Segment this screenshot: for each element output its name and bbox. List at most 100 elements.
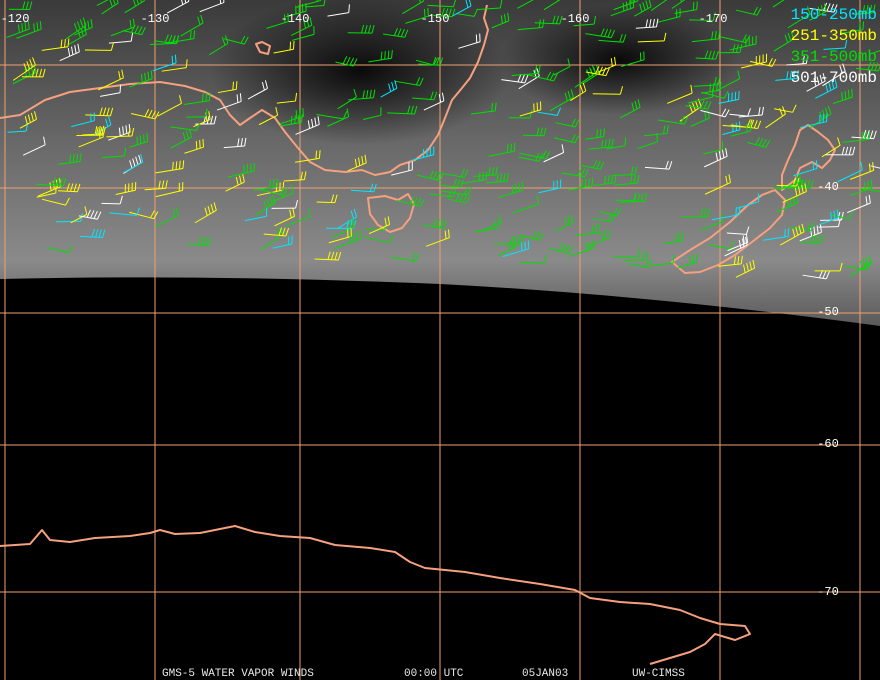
barb-flag bbox=[798, 225, 802, 234]
barb-flag bbox=[205, 92, 208, 102]
barb-shaft bbox=[327, 12, 349, 17]
barb-flag bbox=[634, 100, 638, 110]
barb-flag bbox=[131, 24, 136, 33]
barb-flag bbox=[799, 179, 804, 188]
barb-flag bbox=[207, 205, 211, 215]
barb-flag bbox=[649, 19, 652, 28]
barb-shaft bbox=[402, 0, 424, 15]
barb-flag bbox=[208, 111, 211, 120]
barb-flag bbox=[224, 35, 229, 44]
barb-flag bbox=[67, 38, 70, 47]
wind-barb bbox=[666, 84, 693, 104]
barb-shaft bbox=[368, 224, 390, 235]
wind-barb bbox=[296, 0, 322, 8]
wind-barb bbox=[144, 180, 168, 191]
wind-barb bbox=[440, 178, 464, 188]
barb-flag bbox=[611, 174, 613, 184]
barb-flag bbox=[201, 237, 205, 246]
barb-flag bbox=[633, 193, 637, 202]
barb-flag bbox=[429, 170, 435, 179]
barb-shaft bbox=[656, 16, 681, 23]
wind-barb bbox=[170, 122, 201, 132]
barb-flag bbox=[137, 26, 143, 35]
barb-flag bbox=[704, 50, 709, 59]
barb-flag bbox=[721, 149, 725, 158]
barb-flag bbox=[330, 251, 335, 260]
barb-flag bbox=[59, 177, 63, 187]
barb-flag bbox=[611, 138, 614, 148]
barb-flag bbox=[690, 84, 693, 94]
wind-barb bbox=[216, 93, 242, 111]
barb-flag bbox=[630, 0, 632, 4]
barb-flag bbox=[140, 74, 143, 83]
legend-entry: 501-700mb bbox=[791, 69, 877, 87]
wind-barb bbox=[782, 183, 807, 203]
barb-flag bbox=[592, 160, 598, 169]
barb-flag bbox=[819, 74, 823, 84]
wind-barb bbox=[279, 108, 304, 125]
longitude-label: -150 bbox=[421, 12, 450, 26]
wind-barb bbox=[497, 238, 517, 256]
barb-flag bbox=[175, 35, 180, 44]
wind-barb bbox=[619, 99, 641, 119]
wind-barb bbox=[819, 209, 839, 226]
barb-flag bbox=[619, 33, 623, 43]
barb-flag bbox=[750, 119, 755, 128]
barb-flag bbox=[196, 122, 201, 131]
footer-product: GMS-5 WATER VAPOR WINDS bbox=[162, 668, 314, 680]
longitude-label: -170 bbox=[699, 12, 728, 26]
barb-flag bbox=[49, 182, 52, 191]
wind-barb bbox=[347, 24, 375, 34]
barb-flag bbox=[789, 70, 792, 80]
barb-flag bbox=[860, 161, 863, 171]
wind-barb bbox=[799, 234, 824, 244]
barb-flag bbox=[188, 128, 192, 138]
wind-barb bbox=[161, 59, 188, 72]
barb-shaft bbox=[348, 97, 374, 101]
wind-barb bbox=[874, 50, 880, 54]
barb-flag bbox=[23, 63, 28, 72]
wind-barb bbox=[327, 4, 350, 17]
barb-flag bbox=[825, 83, 829, 93]
barb-flag bbox=[79, 153, 82, 162]
barb-shaft bbox=[123, 161, 143, 173]
barb-shaft bbox=[637, 40, 665, 43]
barb-flag bbox=[771, 58, 777, 67]
barb-shaft bbox=[337, 216, 357, 229]
barb-flag bbox=[514, 238, 517, 247]
barb-shaft bbox=[518, 75, 540, 90]
barb-flag bbox=[30, 112, 34, 122]
wind-barb bbox=[8, 1, 33, 11]
barb-flag bbox=[416, 197, 422, 206]
barb-flag bbox=[584, 169, 589, 178]
barb-shaft bbox=[610, 7, 634, 17]
wind-barb bbox=[833, 88, 853, 104]
barb-flag bbox=[796, 70, 799, 79]
barb-flag bbox=[275, 107, 279, 116]
barb-flag bbox=[358, 157, 361, 166]
wind-barb bbox=[390, 252, 420, 262]
wind-barb bbox=[593, 174, 617, 187]
barb-shaft bbox=[36, 183, 64, 187]
wind-barb bbox=[276, 92, 298, 104]
barb-flag bbox=[387, 50, 390, 59]
longitude-label: -130 bbox=[141, 12, 170, 26]
barb-shaft bbox=[703, 149, 723, 155]
wind-barb bbox=[364, 234, 394, 243]
barb-shaft bbox=[587, 146, 613, 150]
barb-flag bbox=[822, 73, 826, 82]
barb-flag bbox=[809, 234, 814, 243]
barb-flag bbox=[141, 27, 146, 35]
barb-flag bbox=[707, 208, 711, 217]
barb-flag bbox=[371, 25, 375, 34]
barb-shaft bbox=[537, 111, 558, 116]
barb-shaft bbox=[568, 247, 594, 257]
wind-barb bbox=[187, 236, 212, 247]
wind-barb bbox=[387, 105, 418, 115]
barb-flag bbox=[222, 37, 226, 46]
barb-flag bbox=[359, 230, 362, 239]
barb-shaft bbox=[96, 0, 109, 6]
wind-barb bbox=[737, 193, 760, 209]
barb-flag bbox=[204, 207, 208, 216]
wind-barb bbox=[824, 146, 856, 156]
